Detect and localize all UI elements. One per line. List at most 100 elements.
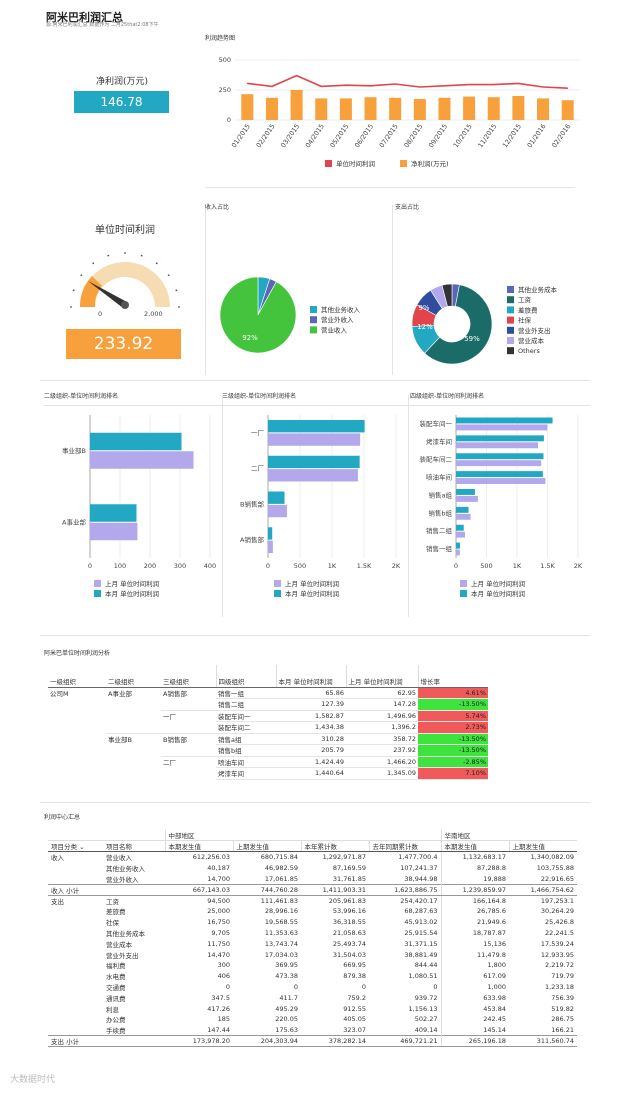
table-cell: 营业成本	[106, 940, 132, 949]
table-cell: 26,785.6	[440, 905, 509, 917]
table-cell	[106, 710, 161, 722]
table-cell: 62.95	[346, 687, 418, 699]
rank-category-label: 销售a组	[429, 490, 453, 499]
table-cell	[161, 699, 216, 711]
trend-xtick-label: 01/2016	[526, 123, 548, 150]
table-cell: 利息	[106, 1005, 119, 1014]
trend-point	[320, 85, 322, 87]
rank3-title: 三级组织-单位时间利润排名	[222, 393, 297, 400]
rank-bar-current	[456, 453, 544, 460]
rank-xtick-label: 400	[204, 562, 216, 570]
table-header-row: 一级组织 二级组织 三级组织 四级组织 本月 单位时间利润 上月 单位时间利润 增长率	[48, 665, 488, 688]
rank-bar-previous	[456, 424, 548, 431]
table-row: 二厂 喷油车间 1,424.49 1,466.20 -2.85%	[48, 755, 488, 768]
analysis-table: 一级组织 二级组织 三级组织 四级组织 本月 单位时间利润 上月 单位时间利润 增长率公司M…	[48, 665, 488, 780]
rank-xtick-label: 100	[114, 562, 126, 570]
table-cell: 1,233.18	[545, 982, 574, 991]
rank-bar-current	[268, 527, 273, 540]
table-row: 通讯费 347.5 411.7 759.2 939.72 633.98 756.39	[48, 992, 577, 1004]
table-cell: 25,493.74	[332, 939, 366, 948]
trend-ytick-label: 250	[219, 86, 231, 94]
pie-legend-swatch	[507, 296, 514, 304]
table-cell: 事业部B	[106, 732, 161, 745]
table-cell: 19,568.55	[264, 918, 298, 927]
rank-bar-previous	[90, 522, 138, 541]
table-cell: 68,287.63	[404, 907, 438, 916]
gauge-max-label: 2,000	[144, 310, 163, 318]
table-cell: 1,434.38	[276, 721, 346, 734]
table-cell: 310.28	[276, 733, 346, 745]
table-cell: 719.79	[551, 972, 574, 981]
table-cell: 1,466,754.62	[509, 883, 577, 896]
pie-slice	[441, 283, 453, 307]
table-header-cell: 项目分类 ⌄	[48, 840, 103, 853]
table-cell: 差旅费	[106, 908, 126, 917]
trend-point	[246, 82, 248, 84]
rank-bar-previous	[268, 540, 273, 553]
table-row: 差旅费 25,000 28,996.16 53,996.16 68,287.63 26,7…	[48, 905, 577, 917]
trend-legend-swatch	[400, 160, 407, 167]
table-cell: A事业部	[106, 686, 161, 699]
table-cell: 福利费	[106, 962, 126, 971]
rank-xtick-label: 500	[480, 562, 492, 570]
table-cell: 1,239,859.97	[440, 883, 509, 896]
rank-category-label: 装配车间一	[420, 419, 453, 428]
table-cell: 7.10%	[418, 767, 488, 780]
table-cell: 烤漆车间	[216, 767, 276, 780]
profit-center-table: 中部地区 华南地区 项目分类 ⌄ 项目名称 本期发生值 上期发生值 本年累计数 去年同期累计数…	[48, 830, 577, 1048]
table-region-row: 中部地区 华南地区	[48, 830, 577, 841]
table-cell: 469,721.21	[369, 1035, 441, 1048]
table-row: 其他业务收入 40,187 46,982.59 87,169.59 107,241.37…	[48, 862, 577, 874]
table-cell: 759.2	[347, 993, 366, 1002]
trend-point	[370, 85, 372, 87]
trend-legend-label: 净利润(万元)	[411, 159, 449, 168]
table-cell	[161, 745, 216, 757]
pie-label: 92%	[242, 334, 258, 342]
table-cell	[48, 722, 106, 734]
table-cell: -13.50%	[418, 698, 488, 711]
table-cell: 87,169.59	[332, 863, 366, 872]
pie-legend-swatch	[507, 316, 514, 324]
table-cell	[48, 1025, 103, 1036]
table-cell: -13.50%	[418, 744, 488, 757]
table-cell: 2.73%	[418, 721, 488, 734]
table-cell: 31,371.15	[404, 939, 438, 948]
table-cell: 1,080.51	[408, 972, 438, 981]
pie-slice	[219, 276, 297, 354]
trend-line	[247, 74, 568, 89]
center-title: 利润中心汇总	[44, 814, 81, 821]
table-cell	[48, 756, 106, 768]
rank-bar-current	[456, 542, 461, 549]
gauge: 0 2,000	[70, 252, 180, 318]
rank-legend-label: 本月 单位时间利润	[285, 589, 339, 598]
table-cell: 支出 小计	[48, 1035, 103, 1048]
trend-bar	[413, 99, 426, 120]
table-row: 水电费 406 473.38 879.38 1,080.51 617.09 719.79	[48, 970, 577, 982]
table-cell: 手续费	[106, 1026, 126, 1035]
table-cell	[48, 917, 103, 928]
rank-bar-current	[456, 506, 469, 513]
table-cell: 公司M	[50, 690, 69, 698]
table-cell: 1,800	[440, 959, 509, 971]
table-cell: 175.63	[275, 1025, 298, 1034]
table-cell: 111,461.83	[260, 896, 298, 905]
table-row: 营业成本 11,750 13,743.74 25,493.74 31,371.15 15,…	[48, 938, 577, 950]
rank-bar-previous	[268, 504, 287, 518]
table-cell: 323.07	[343, 1025, 366, 1034]
table-cell: 36,318.55	[332, 918, 366, 927]
table-cell: 水电费	[106, 973, 126, 982]
table-cell: B销售部	[161, 732, 216, 745]
rank-category-label: 一厂	[251, 429, 265, 437]
table-cell: 销售一组	[216, 687, 276, 699]
table-cell: 0	[293, 982, 298, 991]
table-cell: 406	[217, 972, 230, 981]
table-row: 营业外支出 14,470 17,034.03 31,504.03 38,881.49 11…	[48, 949, 577, 960]
table-cell: 53,996.16	[332, 907, 366, 916]
table-header-cell: 三级组织	[161, 665, 216, 688]
gauge-tick	[124, 252, 126, 254]
table-header-cell: 本月 单位时间利润	[275, 665, 346, 688]
kpi-net-profit-value: 146.78	[74, 91, 169, 113]
table-cell	[48, 938, 103, 949]
table-cell: 680,715.84	[260, 853, 298, 862]
